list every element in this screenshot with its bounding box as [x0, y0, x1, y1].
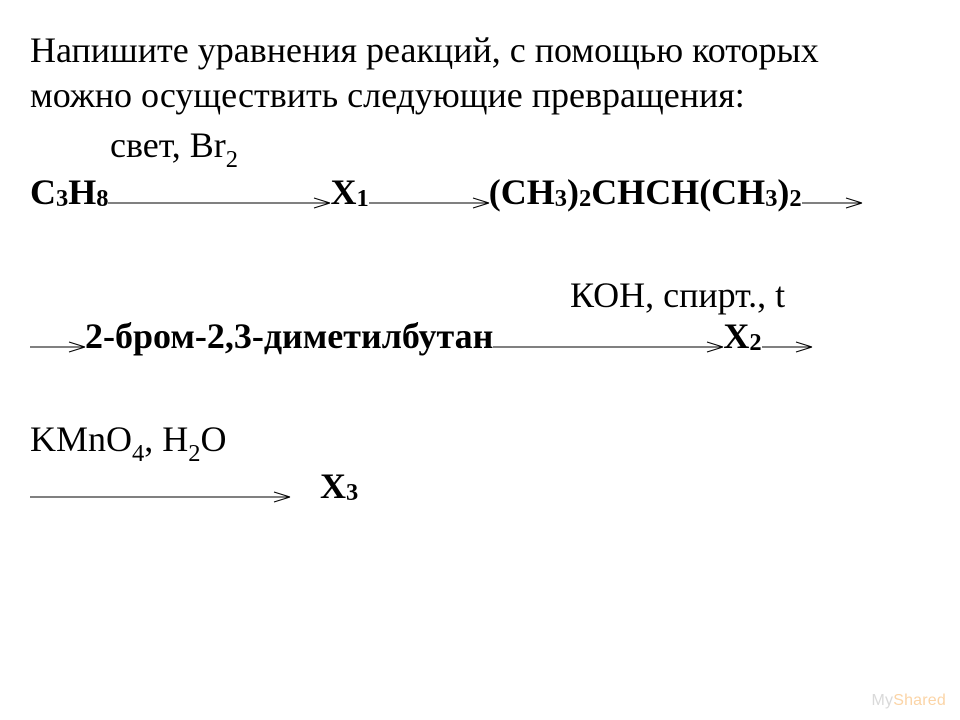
X2: X2 — [723, 315, 761, 358]
x3-sub: 3 — [346, 478, 358, 507]
p1-c: CHCH(CH — [591, 171, 765, 214]
x3-base: X — [320, 465, 346, 508]
c3h8-C: C — [30, 171, 56, 214]
c3h8-3: 3 — [56, 184, 68, 213]
p1-s1: 3 — [555, 184, 567, 213]
intermediate-text: 2-бром-2,3-диметилбутан — [85, 315, 493, 358]
c3h8-8: 8 — [96, 184, 108, 213]
intro-line-1: Напишите уравнения реакций, с помощью ко… — [30, 30, 819, 70]
formula-c3h8: C3H8 — [30, 171, 108, 214]
watermark: MyShared — [871, 692, 946, 710]
intermediate-name: 2-бром-2,3-диметилбутан — [85, 315, 493, 358]
arrow-6 — [762, 357, 812, 358]
c3h8-H: H — [68, 171, 96, 214]
x2-base: X — [723, 315, 749, 358]
p1-s4: 2 — [789, 184, 801, 213]
cond3-a: KMnO — [30, 419, 132, 459]
cond1-text: свет, Br — [110, 125, 226, 165]
arrow-2 — [369, 213, 489, 214]
arrow-7 — [30, 507, 290, 508]
arrow-4 — [30, 357, 85, 358]
p1-a: (CH — [489, 171, 555, 214]
arrow-3 — [802, 213, 862, 214]
x1-sub: 1 — [356, 184, 368, 213]
p1-b: ) — [567, 171, 579, 214]
scheme-row-2: 2-бром-2,3-диметилбутан X2 — [30, 315, 940, 358]
product-dimethylbutane: (CH3)2CHCH(CH3)2 — [489, 171, 802, 214]
cond3-s1: 4 — [132, 440, 144, 467]
X3: X3 — [320, 465, 358, 508]
x1-base: X — [330, 171, 356, 214]
p1-s3: 3 — [765, 184, 777, 213]
cond2-text: КОН, спирт., t — [570, 275, 785, 315]
p1-s2: 2 — [579, 184, 591, 213]
cond3-c: O — [200, 419, 226, 459]
cond1-sub: 2 — [226, 146, 238, 173]
intro-line-2: можно осуществить следующие превращения: — [30, 75, 745, 115]
arrow-5 — [493, 357, 723, 358]
scheme-row-3: X3 — [30, 465, 940, 508]
watermark-my: My — [871, 692, 893, 709]
x2-sub: 2 — [749, 328, 761, 357]
condition-3: KMnO4, H2O — [30, 418, 940, 467]
watermark-shared: Shared — [893, 692, 946, 709]
intro-text: Напишите уравнения реакций, с помощью ко… — [30, 28, 940, 118]
cond3-b: , H — [144, 419, 188, 459]
p1-d: ) — [777, 171, 789, 214]
arrow-1 — [108, 213, 330, 214]
condition-1: свет, Br2 — [30, 124, 940, 173]
scheme-row-1: C3H8 X1 (CH3)2CHCH(CH3)2 — [30, 171, 940, 214]
slide: Напишите уравнения реакций, с помощью ко… — [0, 0, 960, 720]
condition-2: КОН, спирт., t — [30, 274, 940, 317]
X1: X1 — [330, 171, 368, 214]
cond3-s2: 2 — [188, 440, 200, 467]
